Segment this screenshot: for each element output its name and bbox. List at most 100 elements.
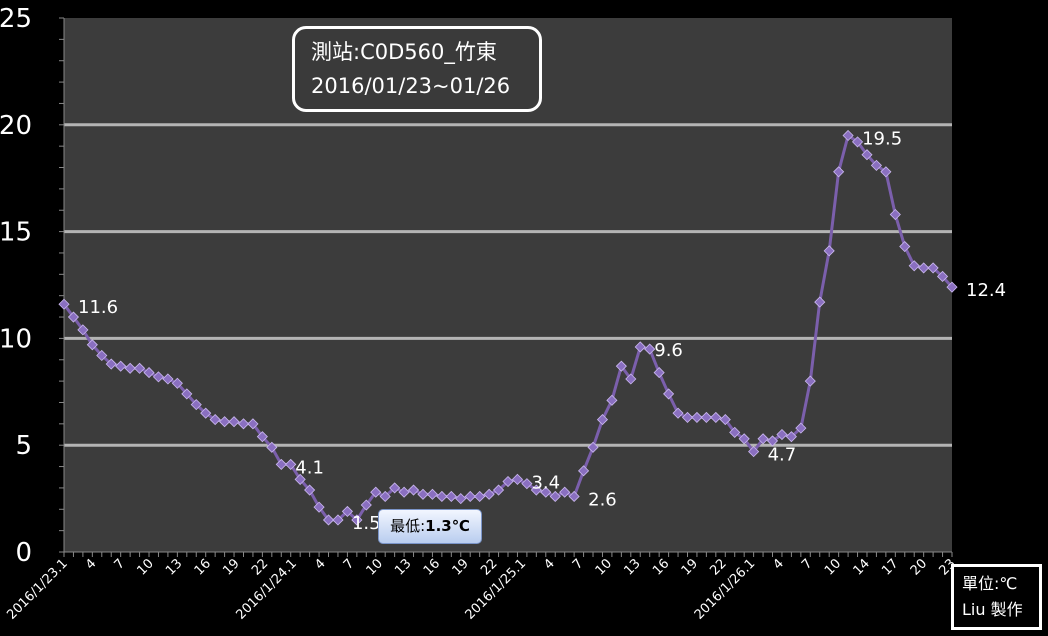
x-tick-label: 4 <box>770 556 786 572</box>
data-point <box>568 490 580 503</box>
y-tick-label: 5 <box>15 431 32 461</box>
x-tick-label: 22 <box>707 556 729 578</box>
data-point <box>86 339 98 351</box>
data-point <box>96 349 108 362</box>
data-point <box>360 499 372 511</box>
data-point <box>209 414 221 426</box>
x-tick-label: 10 <box>593 556 615 578</box>
data-point <box>313 501 325 513</box>
data-point <box>134 362 146 374</box>
data-point <box>370 486 382 498</box>
data-point <box>417 488 429 500</box>
data-point <box>219 416 231 428</box>
data-point <box>908 260 920 272</box>
data-point <box>511 473 524 485</box>
x-tick-label: 7 <box>570 556 586 572</box>
data-point <box>266 441 278 453</box>
x-tick-label: 22 <box>478 556 500 578</box>
data-point <box>757 433 769 445</box>
data-point <box>58 298 70 310</box>
data-point <box>445 490 457 503</box>
data-point <box>256 431 268 443</box>
data-point <box>190 399 202 411</box>
data-point <box>124 362 136 374</box>
data-point <box>814 296 826 308</box>
data-point <box>304 484 316 496</box>
data-point <box>653 367 665 379</box>
x-tick-label: 4 <box>312 556 328 572</box>
data-point <box>766 435 779 447</box>
data-label: 9.6 <box>654 340 683 361</box>
data-point <box>710 411 722 423</box>
x-tick-label: 7 <box>799 556 815 572</box>
data-point <box>691 411 703 423</box>
data-point <box>540 486 552 498</box>
data-point <box>927 262 939 274</box>
x-tick-label: 14 <box>851 556 873 578</box>
x-tick-label: 16 <box>650 556 672 578</box>
x-tick-label: 7 <box>341 556 357 572</box>
data-point <box>171 377 183 389</box>
data-points <box>58 129 958 526</box>
data-point <box>681 411 694 423</box>
x-tick-label: 17 <box>879 556 901 578</box>
data-point <box>285 458 297 470</box>
min-label-prefix: 最低: <box>390 517 426 535</box>
x-tick-label: 13 <box>392 556 414 578</box>
data-point <box>332 514 344 526</box>
data-point <box>322 514 335 526</box>
y-tick-label: 0 <box>15 538 32 568</box>
data-point <box>785 431 797 443</box>
data-point <box>521 478 533 490</box>
data-point <box>559 486 571 498</box>
y-tick-label: 20 <box>0 111 32 141</box>
data-point <box>578 465 590 477</box>
data-point <box>398 486 410 498</box>
x-tick-label: 13 <box>163 556 185 578</box>
data-point <box>776 428 788 441</box>
data-point <box>729 426 741 438</box>
data-point <box>228 416 240 428</box>
data-label: 19.5 <box>862 128 902 149</box>
x-tick-label: 16 <box>421 556 443 578</box>
x-tick-label: 19 <box>450 556 472 578</box>
data-point <box>823 245 835 257</box>
x-tick-label: 13 <box>621 556 643 578</box>
data-point <box>152 371 165 383</box>
data-point <box>549 490 561 503</box>
data-labels: 11.6 4.1 1.5 3.4 2.6 9.6 4.7 19.5 12.4 <box>78 128 1006 533</box>
x-tick-label: 16 <box>192 556 214 578</box>
data-point <box>162 373 174 385</box>
data-label: 3.4 <box>531 472 560 493</box>
min-label-value: 1.3℃ <box>425 517 470 535</box>
data-point <box>67 311 80 323</box>
data-point <box>748 446 760 458</box>
data-point <box>389 482 401 494</box>
data-point <box>870 159 882 171</box>
data-label: 2.6 <box>588 489 617 510</box>
x-tick-label: 4 <box>541 556 557 572</box>
data-point <box>436 490 448 503</box>
data-point <box>596 414 609 426</box>
min-temperature-callout: 最低:1.3℃ <box>378 509 482 544</box>
data-point <box>606 394 618 406</box>
y-tick-label: 15 <box>0 218 32 248</box>
x-tick-label: 19 <box>220 556 242 578</box>
data-point <box>587 441 599 453</box>
data-point <box>77 324 89 336</box>
unit-box: 單位:℃ Liu 製作 <box>951 564 1042 630</box>
data-point <box>625 373 637 385</box>
x-tick-label: 10 <box>364 556 386 578</box>
chart-title-station: 測站:C0D560_竹東 <box>311 40 497 64</box>
data-point <box>663 388 675 400</box>
data-point <box>918 262 930 274</box>
data-point <box>795 422 807 434</box>
data-point <box>634 341 646 353</box>
data-point <box>426 488 438 500</box>
y-tick-label: 10 <box>0 324 32 354</box>
data-point <box>492 484 505 496</box>
data-label: 4.1 <box>295 457 324 478</box>
data-label: 4.7 <box>768 445 797 466</box>
y-axis-ticks: 0 5 10 15 20 25 <box>0 4 65 568</box>
